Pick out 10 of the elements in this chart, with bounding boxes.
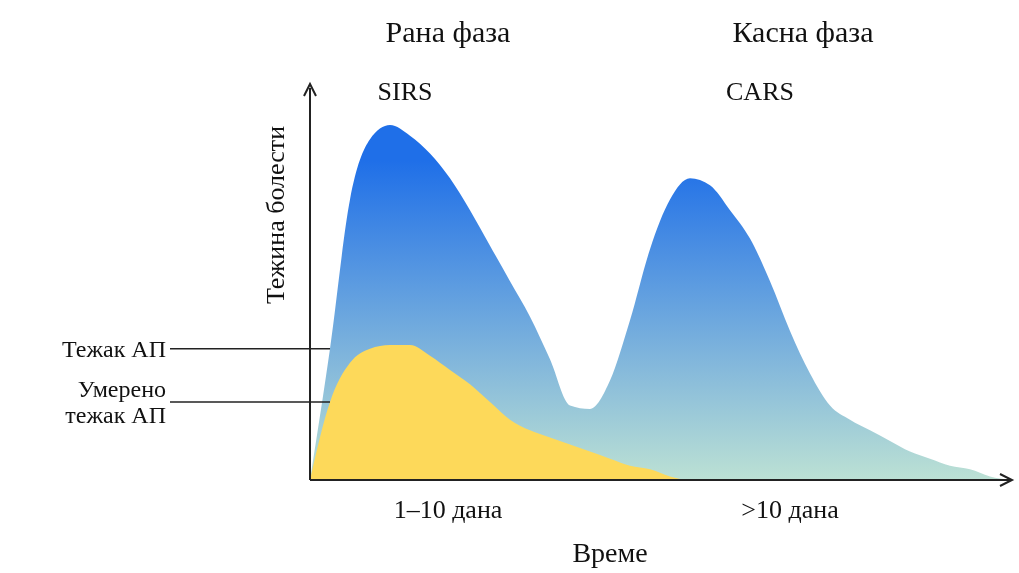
text: Касна фаза (732, 15, 874, 48)
text: Рана фаза (385, 15, 511, 48)
text: 1–10 дана (393, 495, 503, 524)
y-axis-title: Тежина болести (261, 125, 290, 305)
text: >10 дана (741, 495, 840, 524)
text: SIRS (377, 77, 433, 106)
text: Умерено тежак АП (65, 375, 166, 428)
text: CARS (726, 77, 794, 106)
x-axis-title: Време (572, 537, 648, 568)
text: Тежак АП (62, 335, 166, 362)
